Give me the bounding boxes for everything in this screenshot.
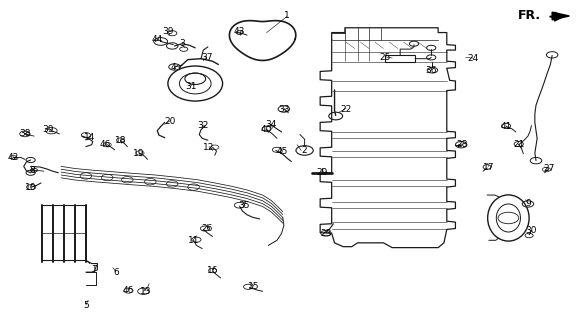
Text: 8: 8 — [29, 166, 35, 175]
Text: 14: 14 — [84, 132, 96, 141]
Text: 42: 42 — [8, 153, 19, 162]
Text: 5: 5 — [83, 301, 89, 310]
Text: 46: 46 — [100, 140, 111, 149]
Text: 6: 6 — [113, 268, 119, 277]
Text: 38: 38 — [19, 129, 31, 138]
Text: 24: 24 — [467, 54, 478, 63]
Text: 10: 10 — [25, 183, 37, 192]
Text: 28: 28 — [456, 140, 468, 149]
Text: 3: 3 — [179, 39, 185, 48]
Text: 2: 2 — [301, 146, 307, 155]
Text: 39: 39 — [42, 125, 54, 134]
Text: 37: 37 — [201, 53, 212, 62]
Text: 41: 41 — [500, 122, 512, 131]
Polygon shape — [552, 12, 569, 20]
Text: 40: 40 — [261, 125, 272, 134]
Text: 21: 21 — [513, 140, 524, 149]
Text: 13: 13 — [140, 287, 152, 296]
Text: 31: 31 — [185, 82, 196, 91]
Text: 7: 7 — [91, 265, 97, 275]
Text: 36: 36 — [425, 66, 437, 75]
Text: 43: 43 — [234, 28, 245, 36]
Text: 29: 29 — [316, 168, 328, 177]
Text: 27: 27 — [543, 164, 554, 173]
Text: FR.: FR. — [518, 9, 541, 21]
Text: 12: 12 — [203, 143, 215, 152]
Text: 17: 17 — [483, 163, 494, 172]
Text: 18: 18 — [115, 136, 126, 145]
Text: 20: 20 — [165, 116, 176, 126]
Text: 15: 15 — [248, 282, 260, 291]
Text: 26: 26 — [201, 224, 212, 233]
Text: 32: 32 — [197, 121, 209, 130]
Text: 16: 16 — [207, 266, 218, 276]
Text: 23: 23 — [320, 229, 332, 238]
Text: 11: 11 — [188, 236, 199, 245]
Text: 34: 34 — [265, 120, 277, 129]
Text: 1: 1 — [284, 11, 290, 20]
Text: 46: 46 — [123, 286, 134, 295]
Text: 25: 25 — [380, 53, 391, 62]
Text: 4: 4 — [171, 63, 176, 72]
Text: 33: 33 — [278, 105, 290, 114]
Text: 45: 45 — [277, 147, 288, 156]
Text: 22: 22 — [340, 105, 352, 114]
Text: 19: 19 — [133, 149, 145, 158]
Text: 39: 39 — [162, 28, 173, 36]
Text: 35: 35 — [238, 201, 249, 210]
Text: 9: 9 — [525, 199, 531, 208]
Text: 44: 44 — [152, 35, 163, 44]
Text: 30: 30 — [526, 226, 537, 235]
